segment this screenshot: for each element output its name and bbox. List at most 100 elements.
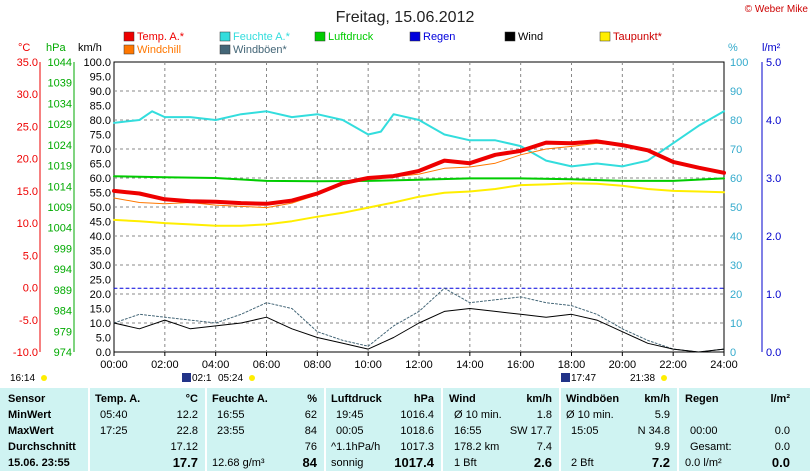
- x-tick-label: 16:00: [507, 359, 535, 371]
- humidity-tick-label: 100: [730, 57, 748, 69]
- wind-max-time: 16:55: [454, 425, 482, 437]
- rain-tick-label: 2.0: [766, 231, 781, 243]
- sun-events: 16:14 02:1 05:24 17:47 21:38: [10, 373, 667, 384]
- hum-avg: 76: [304, 441, 317, 453]
- temp-max: 22.8: [176, 425, 198, 437]
- gust-avg: 5.9: [654, 409, 670, 421]
- pressure-tick-label: 1039: [48, 78, 72, 90]
- legend-swatch-wind: [504, 31, 516, 42]
- gust-avg-label: Ø 10 min.: [566, 409, 614, 421]
- humidity-axis-unit: %: [728, 42, 738, 54]
- legend-label-windchill: Windchill: [137, 44, 181, 56]
- pressure-axis-unit: hPa: [46, 42, 66, 54]
- x-tick-label: 18:00: [558, 359, 586, 371]
- temp-tick-label: 30.0: [17, 89, 38, 101]
- temp-tick-label: 10.0: [17, 218, 38, 230]
- copyright-label[interactable]: © Weber Mike: [745, 4, 809, 15]
- chart-legend: Temp. A.* Feuchte A.* Luftdruck Regen Wind Ta…: [123, 31, 663, 56]
- avg-label: Durchschnitt: [8, 441, 76, 453]
- gust-header: Windböen: [566, 393, 620, 405]
- wind-tick-label: 45.0: [90, 217, 111, 229]
- temp-current: 17.7: [172, 455, 198, 470]
- pressure-tick-label: 1019: [48, 161, 72, 173]
- sunrise-label: 02:1: [192, 373, 212, 384]
- sun-event-left: 16:14: [10, 373, 35, 384]
- chart-title: Freitag, 15.06.2012: [336, 9, 475, 26]
- wind-tick-label: 10.0: [90, 318, 111, 330]
- sun-icon-2: [249, 375, 255, 381]
- wind-tick-label: 20.0: [90, 289, 111, 301]
- rain-value: 0.0: [774, 425, 790, 437]
- wind-bft: 1 Bft: [454, 457, 477, 469]
- rain-total-label: Gesamt:: [690, 441, 732, 453]
- temp-tick-label: 25.0: [17, 121, 38, 133]
- moonrise-icon: [561, 373, 570, 382]
- wind-tick-label: 80.0: [90, 115, 111, 127]
- wind-tick-label: 15.0: [90, 304, 111, 316]
- pressure-tick-label: 1044: [48, 57, 72, 69]
- humidity-tick-label: 70: [730, 144, 742, 156]
- x-tick-label: 08:00: [304, 359, 332, 371]
- rain-total: 0.0: [774, 441, 790, 453]
- pressure-tick-label: 1024: [48, 140, 72, 152]
- wind-tick-label: 100.0: [83, 57, 111, 69]
- legend-swatch-rain: [409, 31, 421, 42]
- rain-axis-unit: l/m²: [762, 42, 781, 54]
- plot-grid: [114, 62, 724, 352]
- rain-tick-label: 4.0: [766, 115, 781, 127]
- min-label: MinWert: [8, 409, 52, 421]
- stats-panel: Sensor Temp. A. °C Feuchte A. % Luftdruc…: [0, 388, 810, 471]
- wind-tick-label: 60.0: [90, 173, 111, 185]
- gust-unit: km/h: [644, 393, 670, 405]
- temp-tick-label: -10.0: [13, 347, 38, 359]
- legend-swatch-windchill: [123, 44, 135, 55]
- rain-time: 00:00: [690, 425, 718, 437]
- legend-swatch-humidity: [219, 31, 231, 42]
- legend-label-wind: Wind: [518, 31, 543, 43]
- temp-tick-label: 20.0: [17, 154, 38, 166]
- humidity-tick-label: 90: [730, 86, 742, 98]
- sunset-label: 21:38: [630, 373, 655, 384]
- wind-tick-label: 40.0: [90, 231, 111, 243]
- x-tick-label: 14:00: [456, 359, 484, 371]
- wind-tick-label: 70.0: [90, 144, 111, 156]
- press-avg: 1017.3: [400, 441, 434, 453]
- press-header: Luftdruck: [331, 393, 382, 405]
- gust-avg2: 9.9: [654, 441, 670, 453]
- pressure-tick-label: 1009: [48, 202, 72, 214]
- wind-max: SW 17.7: [509, 425, 552, 437]
- wind-distance-value: 7.4: [536, 441, 552, 453]
- chart-series: [112, 110, 726, 353]
- hum-max-time: 23:55: [217, 425, 245, 437]
- hum-abs: 12.68 g/m³: [212, 457, 265, 469]
- temp-min-time: 05:40: [100, 409, 128, 421]
- press-unit: hPa: [413, 393, 434, 405]
- x-tick-label: 04:00: [202, 359, 230, 371]
- wind-distance: 178.2 km: [454, 441, 500, 453]
- temp-tick-label: 0.0: [23, 283, 38, 295]
- press-max-time: 00:05: [336, 425, 364, 437]
- temp-min: 12.2: [176, 409, 198, 421]
- temp-tick-label: 35.0: [17, 57, 38, 69]
- wind-current: 2.6: [533, 455, 552, 470]
- pressure-tick-label: 1029: [48, 119, 72, 131]
- wind-avg: 1.8: [536, 409, 552, 421]
- x-tick-label: 06:00: [253, 359, 281, 371]
- pressure-tick-label: 994: [54, 264, 72, 276]
- wind-tick-label: 85.0: [90, 101, 111, 113]
- wind-tick-label: 5.0: [96, 333, 111, 345]
- hum-header: Feuchte A.: [212, 393, 268, 405]
- series-line-humidity: [113, 110, 725, 168]
- series-line-wind: [113, 308, 725, 353]
- press-trend: ^1.1hPa/h: [331, 441, 381, 453]
- pressure-tick-label: 1004: [48, 223, 72, 235]
- rain-tick-label: 0.0: [766, 347, 781, 359]
- x-tick-label: 00:00: [100, 359, 128, 371]
- wind-avg-label: Ø 10 min.: [454, 409, 502, 421]
- temp-tick-label: 15.0: [17, 186, 38, 198]
- sensor-header: Sensor: [8, 393, 46, 405]
- legend-label-humidity: Feuchte A.*: [233, 31, 291, 43]
- wind-tick-label: 55.0: [90, 188, 111, 200]
- x-tick-label: 10:00: [354, 359, 382, 371]
- legend-label-pressure: Luftdruck: [328, 31, 374, 43]
